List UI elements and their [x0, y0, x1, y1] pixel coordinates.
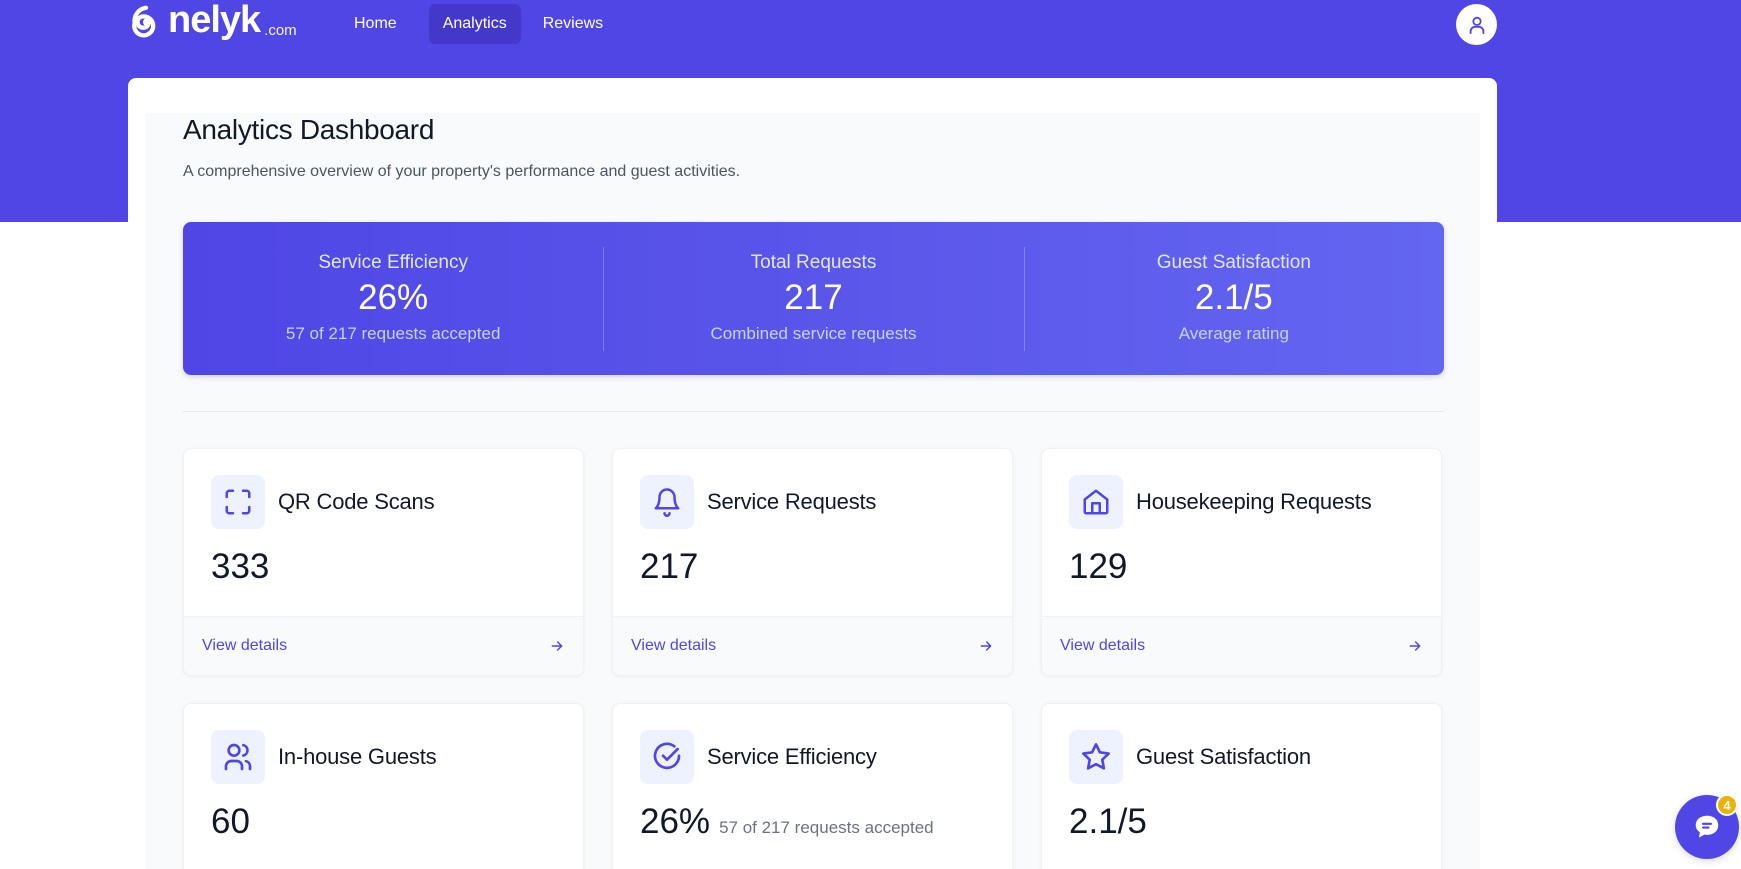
- summary-label: Service Efficiency: [318, 252, 468, 273]
- users-icon: [211, 730, 265, 784]
- spiral-logo-icon: [132, 5, 156, 38]
- user-icon: [1469, 16, 1484, 34]
- bell-icon: [640, 475, 694, 529]
- brand-name: nelyk: [168, 0, 261, 41]
- summary-value: 217: [784, 278, 843, 317]
- card-title: Housekeeping Requests: [1136, 489, 1372, 514]
- chat-notification-badge: 4: [1716, 794, 1738, 816]
- brand-tld: .com: [264, 21, 297, 39]
- view-details-label: View details: [202, 637, 288, 654]
- card-value-number: 60: [211, 802, 250, 841]
- summary-subtext: Average rating: [1178, 323, 1289, 343]
- card-title: Service Requests: [707, 489, 877, 514]
- arrow-right-icon: [1409, 641, 1421, 651]
- stat-card-housekeeping: Housekeeping Requests 129 View details: [1041, 448, 1442, 676]
- stat-card-service-efficiency: Service Efficiency 26% 57 of 217 request…: [612, 703, 1013, 869]
- card-value: 60: [211, 802, 250, 842]
- card-title: In-house Guests: [278, 744, 437, 769]
- view-details-link[interactable]: View details: [184, 616, 583, 675]
- section-divider: [183, 411, 1444, 412]
- brand-logo[interactable]: nelyk .com: [128, 0, 297, 43]
- stat-card-qr-scans: QR Code Scans 333 View details: [183, 448, 584, 676]
- card-title: Service Efficiency: [707, 744, 877, 769]
- user-avatar-button[interactable]: [1456, 4, 1497, 45]
- summary-label: Total Requests: [750, 252, 877, 273]
- arrow-right-icon: [980, 641, 992, 651]
- card-value-number: 129: [1069, 547, 1128, 586]
- view-details-label: View details: [1060, 637, 1146, 654]
- summary-label: Guest Satisfaction: [1156, 252, 1311, 273]
- card-value-subtext: 57 of 217 requests accepted: [719, 818, 934, 837]
- top-navigation: nelyk .com Home Analytics Reviews: [0, 0, 1741, 48]
- card-value: 333: [211, 547, 269, 587]
- check-circle-icon: [640, 730, 694, 784]
- card-value-number: 2.1/5: [1069, 802, 1147, 841]
- nav-home[interactable]: Home: [354, 15, 397, 32]
- qr-scan-icon: [211, 475, 265, 529]
- summary-guest-satisfaction: Guest Satisfaction 2.1/5 Average rating: [1023, 222, 1444, 375]
- card-value: 217: [640, 547, 698, 587]
- chat-icon: [1695, 815, 1719, 838]
- card-value: 129: [1069, 547, 1127, 587]
- summary-banner: Service Efficiency 26% 57 of 217 request…: [183, 222, 1444, 375]
- arrow-right-icon: [551, 641, 563, 651]
- card-value-number: 217: [640, 547, 699, 586]
- stat-card-service-requests: Service Requests 217 View details: [612, 448, 1013, 676]
- summary-total-requests: Total Requests 217 Combined service requ…: [603, 222, 1023, 375]
- main-nav: Home Analytics Reviews: [340, 4, 617, 44]
- card-title: QR Code Scans: [278, 489, 435, 514]
- card-value: 26% 57 of 217 requests accepted: [640, 802, 934, 842]
- view-details-label: View details: [631, 637, 717, 654]
- summary-subtext: 57 of 217 requests accepted: [285, 323, 501, 343]
- stat-card-guest-satisfaction: Guest Satisfaction 2.1/5: [1041, 703, 1442, 869]
- nav-analytics[interactable]: Analytics: [428, 4, 521, 44]
- view-details-link[interactable]: View details: [613, 616, 1012, 675]
- home-icon: [1069, 475, 1123, 529]
- nav-reviews[interactable]: Reviews: [542, 15, 604, 32]
- stat-card-in-house-guests: In-house Guests 60: [183, 703, 584, 869]
- summary-value: 26%: [358, 278, 429, 317]
- summary-value: 2.1/5: [1194, 278, 1273, 317]
- star-icon: [1069, 730, 1123, 784]
- card-title: Guest Satisfaction: [1136, 744, 1311, 769]
- page-title: Analytics Dashboard: [183, 114, 435, 145]
- page-subtitle: A comprehensive overview of your propert…: [183, 163, 741, 180]
- summary-service-efficiency: Service Efficiency 26% 57 of 217 request…: [183, 222, 603, 375]
- summary-subtext: Combined service requests: [710, 323, 917, 343]
- card-value: 2.1/5: [1069, 802, 1147, 842]
- view-details-link[interactable]: View details: [1042, 616, 1441, 675]
- card-value-number: 26%: [640, 802, 711, 841]
- card-value-number: 333: [211, 547, 270, 586]
